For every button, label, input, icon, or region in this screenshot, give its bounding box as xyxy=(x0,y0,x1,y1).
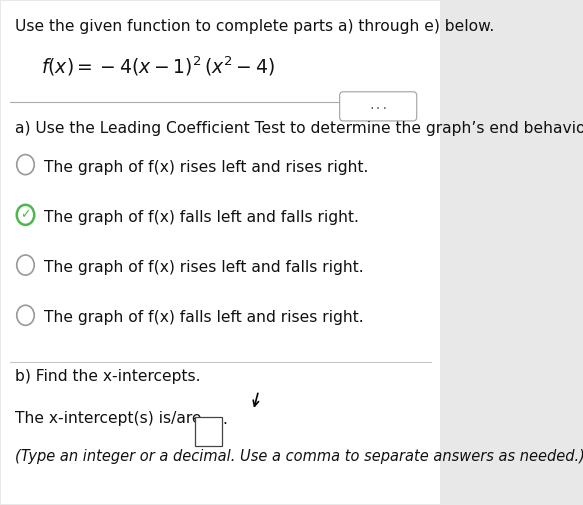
Text: .: . xyxy=(223,412,227,427)
Text: a) Use the Leading Coefficient Test to determine the graph’s end behavior.: a) Use the Leading Coefficient Test to d… xyxy=(15,121,583,136)
Text: $f(x) = -4(x-1)^2\,(x^2-4)$: $f(x) = -4(x-1)^2\,(x^2-4)$ xyxy=(41,54,275,78)
Circle shape xyxy=(17,205,34,225)
Circle shape xyxy=(17,305,34,325)
Text: Use the given function to complete parts a) through e) below.: Use the given function to complete parts… xyxy=(15,19,494,34)
Text: ...: ... xyxy=(368,102,388,112)
Text: The graph of f(x) falls left and rises right.: The graph of f(x) falls left and rises r… xyxy=(44,310,364,325)
Text: b) Find the x-intercepts.: b) Find the x-intercepts. xyxy=(15,369,200,384)
Text: The graph of f(x) rises left and falls right.: The graph of f(x) rises left and falls r… xyxy=(44,260,364,275)
Text: The graph of f(x) rises left and rises right.: The graph of f(x) rises left and rises r… xyxy=(44,160,368,175)
Text: ✓: ✓ xyxy=(20,209,31,221)
FancyBboxPatch shape xyxy=(195,417,222,446)
FancyBboxPatch shape xyxy=(340,92,417,121)
Text: The graph of f(x) falls left and falls right.: The graph of f(x) falls left and falls r… xyxy=(44,210,359,225)
Text: (Type an integer or a decimal. Use a comma to separate answers as needed.): (Type an integer or a decimal. Use a com… xyxy=(15,449,583,465)
Circle shape xyxy=(17,255,34,275)
FancyBboxPatch shape xyxy=(1,2,440,503)
Text: The x-intercept(s) is/are: The x-intercept(s) is/are xyxy=(15,411,206,426)
Circle shape xyxy=(17,155,34,175)
